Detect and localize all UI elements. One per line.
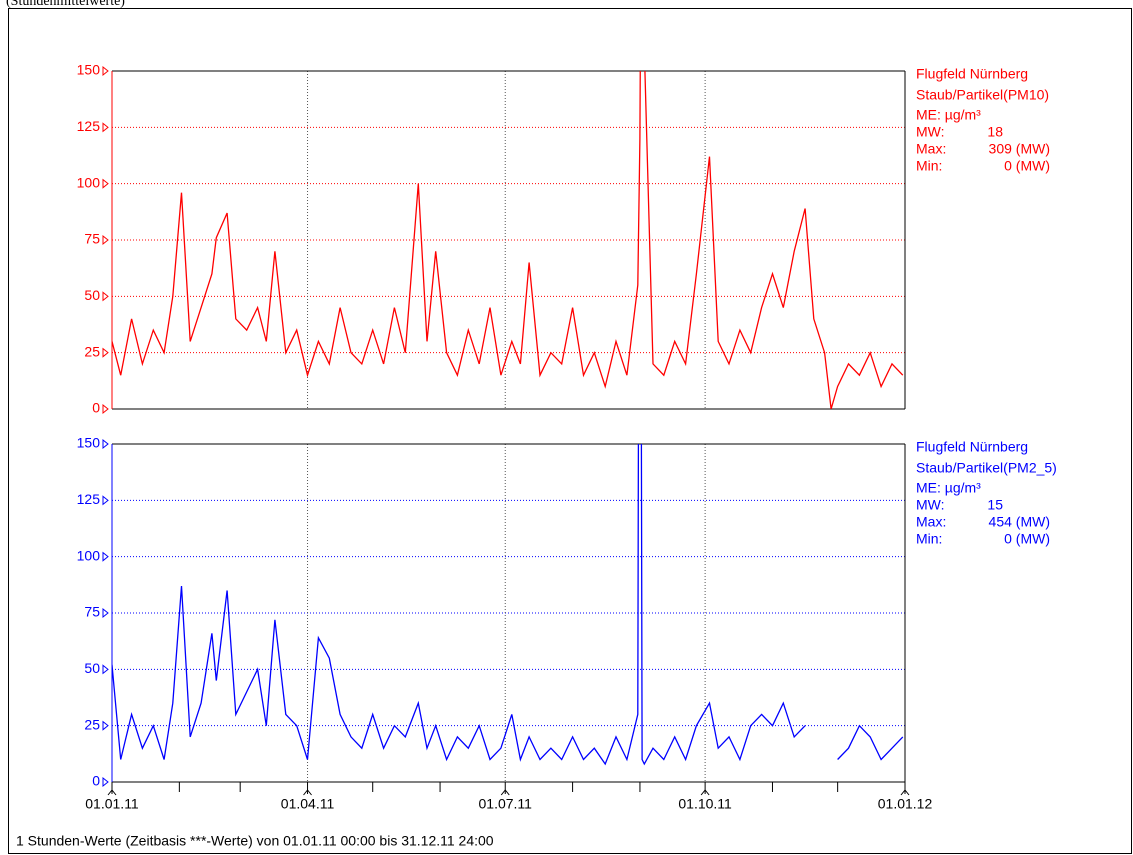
legend-station: Flugfeld Nürnberg [916, 439, 1028, 455]
y-tick-label: 150 [77, 435, 101, 451]
x-tick-marker [107, 789, 117, 796]
y-tick-label: 25 [84, 343, 100, 359]
legend-stat-label: MW: [916, 497, 945, 513]
legend-station: Flugfeld Nürnberg [916, 66, 1028, 82]
legend-stat-value: 0 (MW) [1004, 158, 1050, 174]
y-tick-marker [102, 122, 109, 133]
x-tick-label: 01.04.11 [281, 796, 335, 812]
y-tick-label: 125 [77, 118, 101, 134]
x-tick-label: 01.01.12 [878, 796, 933, 812]
x-tick-marker [303, 789, 312, 796]
y-tick-marker [102, 720, 109, 731]
legend-stat-value: 15 [987, 497, 1003, 513]
legend-stat-label: Min: [916, 531, 942, 547]
legend-stat-label: Max: [916, 141, 946, 157]
y-tick-label: 25 [84, 716, 100, 732]
legend-unit: ME: µg/m³ [916, 107, 981, 123]
legend-stat-value: 454 (MW) [989, 514, 1050, 530]
y-tick-label: 100 [77, 174, 101, 190]
y-tick-marker [102, 551, 109, 562]
y-tick-label: 100 [77, 547, 101, 563]
x-tick-label: 01.07.11 [479, 796, 533, 812]
y-tick-marker [102, 234, 109, 246]
y-tick-label: 75 [84, 604, 100, 620]
y-tick-marker [102, 776, 109, 788]
y-tick-marker [102, 495, 109, 506]
x-tick-label: 01.01.11 [85, 796, 139, 812]
legend-unit: ME: µg/m³ [916, 480, 981, 496]
y-tick-label: 0 [92, 773, 100, 789]
y-tick-label: 125 [77, 491, 101, 507]
y-tick-label: 0 [92, 400, 100, 416]
series-line [112, 71, 904, 409]
y-tick-marker [102, 347, 109, 358]
legend-stat-value: 0 (MW) [1004, 531, 1050, 547]
y-tick-marker [102, 65, 109, 77]
legend-stat-label: Max: [916, 514, 946, 530]
x-tick-label: 01.10.11 [678, 796, 732, 812]
y-tick-marker [102, 291, 109, 302]
legend-stat-value: 309 (MW) [989, 141, 1050, 157]
x-tick-marker [700, 789, 710, 796]
legend-series: Staub/Partikel(PM2_5) [916, 460, 1057, 476]
legend-series: Staub/Partikel(PM10) [916, 87, 1049, 103]
legend-stat-value: 18 [987, 124, 1003, 140]
legend-stat-label: Min: [916, 158, 942, 174]
y-tick-marker [102, 438, 109, 450]
y-tick-label: 75 [84, 231, 100, 247]
frame [8, 8, 1132, 854]
y-tick-marker [102, 607, 109, 619]
y-tick-marker [102, 664, 109, 675]
header: (Stundenmittelwerte) [6, 0, 125, 9]
legend-stat-label: MW: [916, 124, 945, 140]
caption: 1 Stunden-Werte (Zeitbasis ***-Werte) vo… [16, 833, 494, 849]
y-tick-label: 50 [84, 287, 100, 303]
x-tick-marker [500, 789, 510, 796]
x-tick-marker [900, 789, 910, 796]
y-tick-marker [102, 178, 109, 189]
series-line [112, 444, 904, 766]
y-tick-marker [102, 403, 109, 415]
y-tick-label: 50 [84, 660, 100, 676]
y-tick-label: 150 [77, 62, 101, 78]
